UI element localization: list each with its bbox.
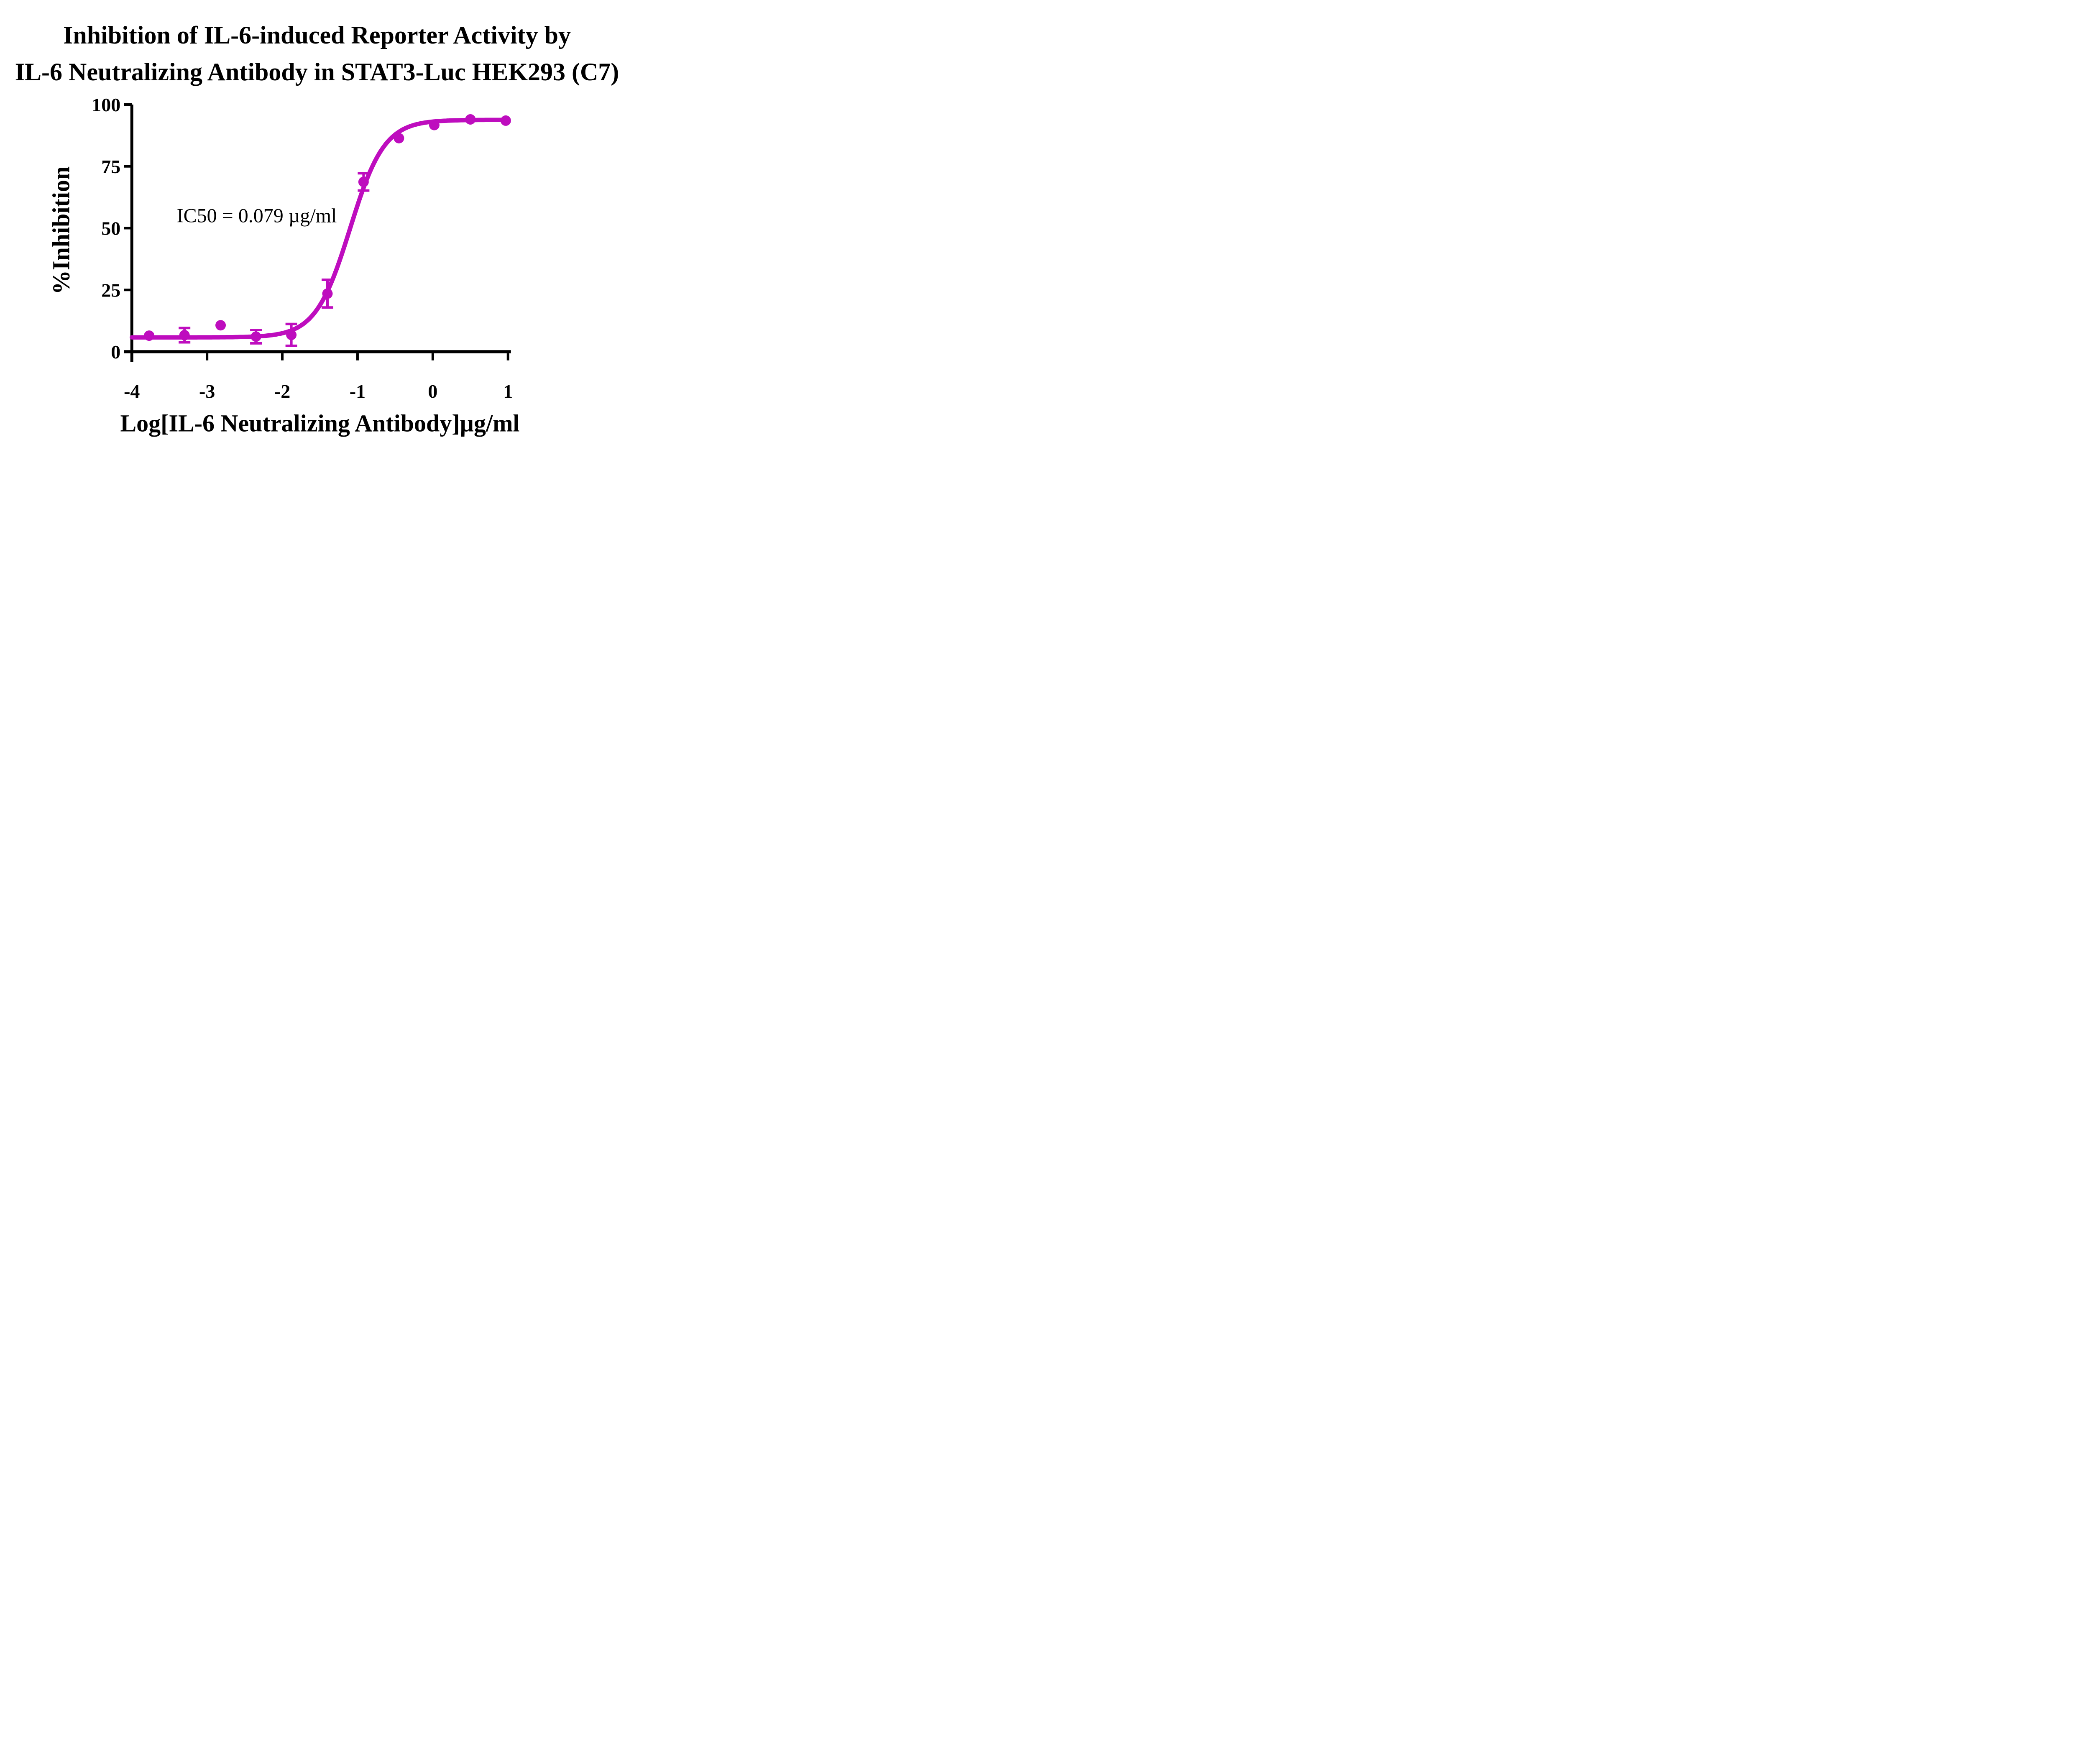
y-tick bbox=[124, 103, 132, 106]
y-tick bbox=[124, 227, 132, 230]
chart-title: Inhibition of IL-6-induced Reporter Acti… bbox=[0, 17, 634, 90]
x-tick bbox=[130, 353, 133, 360]
data-point bbox=[394, 133, 404, 143]
y-tick bbox=[124, 165, 132, 168]
dose-response-plot: 0 25 50 75 100 -4 -3 -2 -1 0 1 bbox=[92, 94, 513, 402]
x-axis-line bbox=[124, 350, 511, 353]
x-tick-label: -1 bbox=[350, 381, 366, 402]
y-tick-label: 25 bbox=[101, 279, 120, 301]
y-tick-label: 0 bbox=[111, 341, 120, 363]
data-point bbox=[429, 120, 440, 130]
data-point bbox=[465, 114, 476, 125]
data-point bbox=[500, 115, 511, 126]
y-axis-line bbox=[130, 105, 133, 362]
x-axis-label: Log[IL-6 Neutralizing Antibody]µg/ml bbox=[120, 409, 520, 437]
data-point bbox=[179, 330, 190, 340]
chart-title-line1: Inhibition of IL-6-induced Reporter Acti… bbox=[63, 21, 571, 49]
ic50-annotation: IC50 = 0.079 µg/ml bbox=[176, 205, 337, 227]
chart-title-line2: IL-6 Neutralizing Antibody in STAT3-Luc … bbox=[15, 58, 619, 86]
x-tick-label: 0 bbox=[428, 381, 437, 402]
y-tick bbox=[124, 289, 132, 291]
x-tick-label: -4 bbox=[124, 381, 140, 402]
x-tick-label: -3 bbox=[199, 381, 215, 402]
x-tick bbox=[206, 353, 209, 360]
y-tick-label: 100 bbox=[92, 94, 120, 115]
x-tick-label: 1 bbox=[503, 381, 513, 402]
x-tick-label: -2 bbox=[274, 381, 290, 402]
data-point bbox=[286, 330, 297, 340]
data-point bbox=[215, 320, 226, 331]
data-point bbox=[251, 331, 261, 342]
data-point bbox=[358, 176, 369, 187]
y-tick-label: 50 bbox=[101, 218, 120, 239]
y-tick bbox=[124, 350, 132, 353]
data-point bbox=[144, 330, 155, 341]
fit-curve bbox=[130, 118, 509, 340]
data-point bbox=[322, 288, 333, 299]
x-tick bbox=[431, 353, 434, 360]
x-tick bbox=[356, 353, 359, 360]
x-tick bbox=[281, 353, 284, 360]
x-tick bbox=[506, 353, 509, 360]
y-tick-label: 75 bbox=[101, 156, 120, 177]
